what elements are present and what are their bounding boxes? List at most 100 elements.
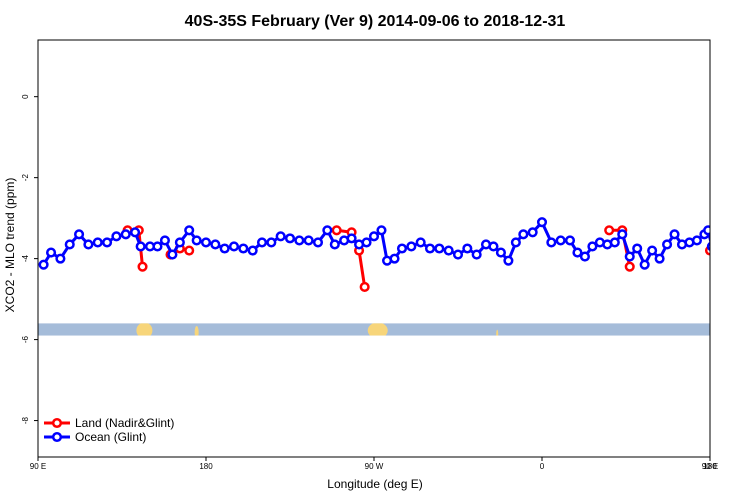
ocean-series-point — [527, 227, 538, 238]
ocean-series-point — [228, 241, 240, 252]
ocean-series-point — [135, 241, 146, 252]
ocean-series-point — [303, 235, 314, 246]
ocean-series-point — [55, 253, 66, 264]
land-blobs — [136, 322, 727, 338]
ocean-series-point — [443, 245, 454, 256]
ocean-series-point — [396, 243, 408, 254]
ocean-series-point — [555, 235, 566, 246]
ocean-series-point — [579, 251, 590, 262]
ocean-series-point — [632, 243, 643, 254]
ocean-series-point — [452, 249, 464, 260]
x-tick-label: 90 W — [365, 462, 384, 471]
legend-marker — [51, 417, 63, 429]
x-axis-label: Longitude (deg E) — [327, 477, 422, 491]
ocean-series-point — [389, 253, 400, 264]
ocean-series-point — [609, 237, 620, 248]
y-tick-label: -2 — [21, 174, 30, 182]
ocean-series-point — [730, 237, 738, 245]
ocean-series-point — [376, 225, 387, 236]
ocean-series-point — [256, 237, 268, 248]
ocean-series-point — [495, 247, 506, 258]
ocean-series-point — [130, 227, 141, 238]
ocean-series-point — [120, 229, 131, 240]
ocean-series-point — [572, 247, 583, 258]
legend-marker — [51, 431, 63, 443]
ocean-series-point — [662, 239, 673, 250]
ocean-series-point — [471, 249, 482, 260]
ocean-series-point — [406, 241, 417, 252]
ocean-series-point — [174, 237, 185, 248]
ocean-series-point — [654, 253, 665, 264]
ocean-series-point — [219, 243, 230, 254]
legend: Land (Nadir&Glint)Ocean (Glint) — [44, 416, 174, 444]
ocean-series-point — [723, 241, 731, 249]
ocean-series-point — [639, 259, 650, 270]
ocean-series-point — [102, 237, 113, 248]
ocean-series-point — [238, 243, 249, 254]
series-layer — [38, 217, 746, 293]
land-shape — [194, 326, 199, 336]
ocean-series-point — [83, 239, 94, 250]
ocean-series-point — [159, 235, 170, 246]
y-tick-label: -8 — [21, 416, 30, 424]
ocean-series-point — [518, 229, 529, 240]
ocean-series-point — [152, 241, 163, 252]
ocean-series-point — [703, 225, 710, 236]
ocean-series-point — [275, 231, 286, 242]
ocean-series-point — [247, 245, 258, 256]
ocean-series-point — [434, 243, 445, 254]
land-shape — [367, 323, 388, 336]
ocean-series-point — [691, 235, 702, 246]
ocean-series-point — [669, 229, 680, 240]
ocean-series-point — [294, 235, 305, 246]
land-series-point — [184, 245, 195, 256]
y-tick-label: -4 — [21, 255, 30, 263]
ocean-series-point — [111, 231, 122, 242]
land-series-point — [624, 261, 635, 272]
land-shape — [136, 323, 153, 336]
ocean-series-point — [738, 251, 746, 259]
x-tick-label: 0 — [540, 462, 545, 471]
ocean-series-point — [503, 255, 514, 266]
ocean-series-point — [587, 241, 598, 252]
x-tick-label: 180 — [703, 462, 717, 471]
ocean-series-point — [617, 229, 628, 240]
ocean-series-point — [266, 237, 277, 248]
ocean-series-point — [510, 237, 521, 248]
chart-title: 40S-35S February (Ver 9) 2014-09-06 to 2… — [185, 13, 566, 30]
y-tick-label: -6 — [21, 335, 30, 343]
ocean-series-point — [64, 239, 75, 250]
ocean-series-point — [167, 249, 178, 260]
y-axis: 0 -2 -4 -6 -8 — [21, 94, 38, 424]
ocean-series-point — [361, 237, 372, 248]
y-tick-label: 0 — [21, 94, 30, 99]
ocean-series-point — [564, 235, 576, 246]
ocean-series-point — [38, 259, 49, 270]
ocean-series-point — [346, 233, 357, 244]
ocean-series-point — [706, 241, 710, 252]
ocean-series-point — [74, 229, 85, 240]
land-series-point — [359, 281, 370, 293]
ocean-series-point — [536, 217, 548, 228]
x-tick-label: 90 E — [702, 462, 718, 471]
ocean-series-point — [322, 225, 333, 236]
ocean-series-point — [424, 243, 436, 254]
land-series-point — [331, 225, 342, 236]
land-shape — [496, 329, 499, 336]
ocean-series-point — [210, 239, 221, 250]
ocean-series-point — [200, 237, 212, 248]
ocean-series-point — [312, 237, 324, 248]
land-shape — [711, 322, 727, 338]
land-series-point — [137, 261, 148, 272]
ocean-series-point — [415, 237, 426, 248]
x-tick-label: 90 E — [30, 462, 46, 471]
y-axis-label: XCO2 - MLO trend (ppm) — [3, 178, 17, 313]
ocean-series-point — [191, 235, 202, 246]
ocean-series-point — [647, 245, 658, 256]
x-tick-label: 180 — [199, 462, 213, 471]
ocean-series-line — [42, 219, 710, 269]
ocean-series-point — [368, 231, 380, 242]
ocean-series-point — [624, 251, 635, 262]
